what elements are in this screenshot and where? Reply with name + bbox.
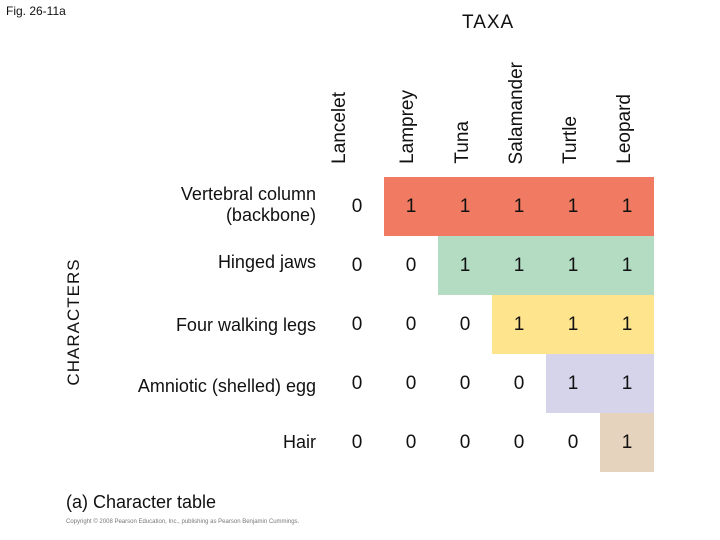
taxon-lancelet: Lancelet: [329, 92, 350, 164]
cell-four-walking-legs-leopard: 1: [600, 295, 654, 354]
cell-hinged-jaws-turtle: 1: [546, 236, 600, 295]
cell-amniotic-egg-leopard: 1: [600, 354, 654, 413]
cell-hinged-jaws-lancelet: 0: [351, 254, 363, 276]
cell-vertebral-column-lancelet: 0: [351, 195, 363, 217]
cell-amniotic-egg-turtle: 1: [546, 354, 600, 413]
figure-caption: (a) Character table: [66, 492, 217, 512]
cell-four-walking-legs-tuna: 0: [459, 313, 471, 335]
cell-hair-tuna: 0: [459, 431, 471, 453]
taxon-leopard: Leopard: [614, 94, 635, 164]
cell-amniotic-egg-lancelet: 0: [351, 372, 363, 394]
copyright-notice: Copyright © 2008 Pearson Education, Inc.…: [66, 519, 300, 525]
cell-hair-turtle: 0: [567, 431, 579, 453]
cell-hair-lancelet: 0: [351, 431, 363, 453]
cell-hair-lamprey: 0: [405, 431, 417, 453]
cell-four-walking-legs-lancelet: 0: [351, 313, 363, 335]
cell-vertebral-column-salamander: 1: [492, 177, 546, 236]
character-label-amniotic-egg: Amniotic (shelled) egg: [137, 376, 316, 396]
cell-amniotic-egg-lamprey: 0: [405, 372, 417, 394]
cell-hinged-jaws-leopard: 1: [600, 236, 654, 295]
taxa-title: TAXA: [462, 12, 515, 33]
taxon-tuna: Tuna: [452, 121, 473, 164]
cell-vertebral-column-turtle: 1: [546, 177, 600, 236]
cell-four-walking-legs-salamander: 1: [492, 295, 546, 354]
character-label-hinged-jaws: Hinged jaws: [217, 252, 316, 272]
cell-vertebral-column-tuna: 1: [438, 177, 492, 236]
taxon-salamander: Salamander: [506, 61, 527, 164]
figure-label: Fig. 26-11a: [6, 4, 66, 18]
cell-four-walking-legs-lamprey: 0: [405, 313, 417, 335]
cell-hair-salamander: 0: [513, 431, 525, 453]
character-label-vertebral-column: Vertebral column (backbone): [180, 184, 316, 225]
cell-four-walking-legs-turtle: 1: [546, 295, 600, 354]
cell-hinged-jaws-lamprey: 0: [405, 254, 417, 276]
character-label-hair: Hair: [282, 432, 316, 452]
taxon-turtle: Turtle: [560, 116, 581, 164]
character-label-four-walking-legs: Four walking legs: [175, 315, 316, 335]
cell-amniotic-egg-salamander: 0: [513, 372, 525, 394]
taxon-lamprey: Lamprey: [397, 90, 418, 164]
cell-vertebral-column-leopard: 1: [600, 177, 654, 236]
cell-hinged-jaws-salamander: 1: [492, 236, 546, 295]
cell-vertebral-column-lamprey: 1: [384, 177, 438, 236]
cell-hinged-jaws-tuna: 1: [438, 236, 492, 295]
cell-amniotic-egg-tuna: 0: [459, 372, 471, 394]
cell-hair-leopard: 1: [600, 413, 654, 472]
